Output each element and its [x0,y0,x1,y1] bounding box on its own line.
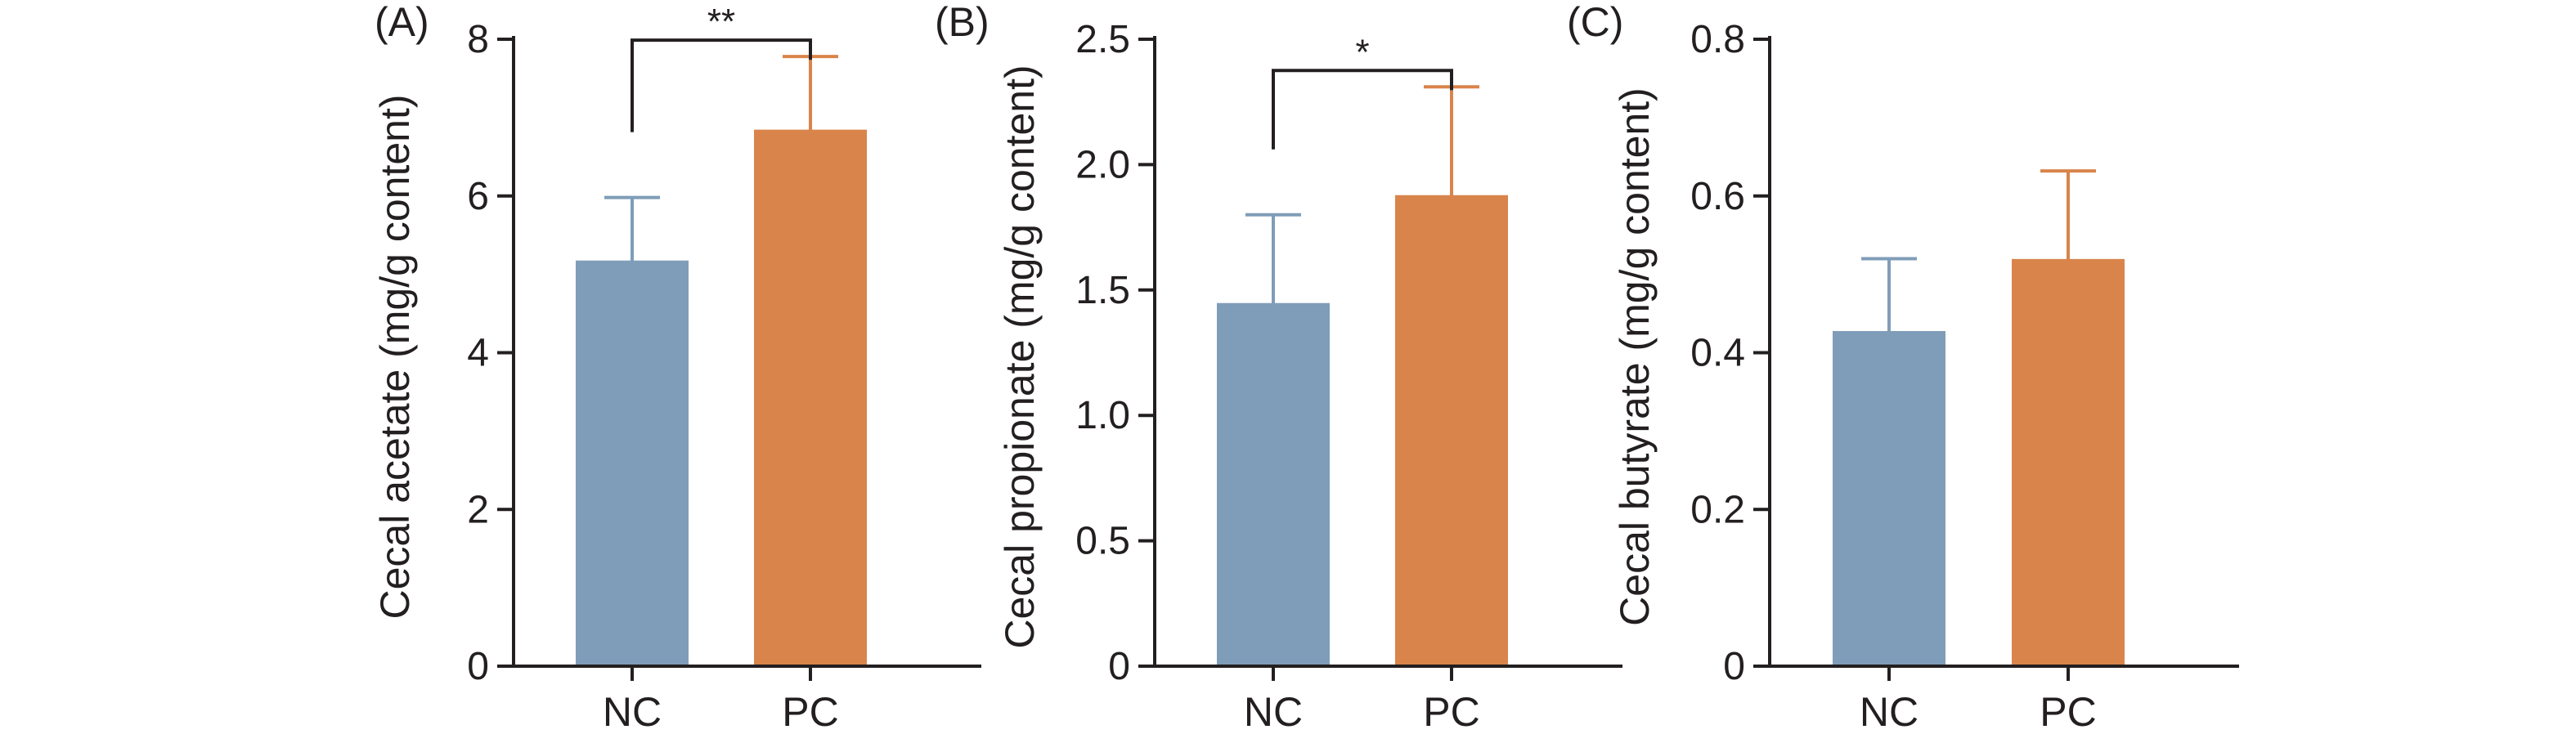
chart-panel-3: (C) Cecal butyrate (mg/g content) 0 0.2 0.4 0… [1567,0,2239,735]
y-tick-label: 0 [467,645,489,688]
significance-bracket [631,38,812,132]
panel-label: (B) [935,0,990,45]
chart-panel-1: (A) Cecal acetate (mg/g content) 0 2 4 6 8 NC PC… [372,0,981,735]
y-tick-label: 0.6 [1690,175,1745,218]
y-tick-label: 0.4 [1690,332,1745,375]
x-tick-label: NC [1860,689,1919,735]
y-axis-title: Cecal acetate (mg/g content) [372,95,418,620]
y-tick-label: 2.5 [1075,18,1130,61]
panel-label: (A) [375,0,429,45]
y-tick-label: 0 [1108,645,1130,688]
y-tick-label: 2 [467,488,489,531]
y-tick-label: 4 [467,332,489,375]
x-tick-label: NC [603,689,662,735]
significance-label: * [1355,32,1369,72]
y-tick-label: 2.0 [1075,143,1130,186]
y-tick-label: 1.0 [1075,394,1130,437]
chart-panel-2: (B)Cecal propionate (mg/g content) 0 0.5 1.… [935,0,1622,735]
y-tick-label: 0.5 [1075,520,1130,563]
bar-pc [1395,197,1508,666]
x-tick-label: PC [2040,689,2096,735]
bar-nc [1217,305,1330,666]
x-tick-label: NC [1244,689,1303,735]
y-axis-title: Cecal butyrate (mg/g content) [1612,87,1658,626]
significance-label: ** [707,2,735,42]
panel-label: (C) [1567,0,1623,45]
y-tick-label: 0.8 [1690,18,1745,61]
y-tick-label: 1.5 [1075,269,1130,312]
y-axis-title: Cecal propionate (mg/g content) [997,65,1043,648]
bar-nc [1833,333,1945,666]
y-tick-label: 8 [467,18,489,61]
significance-bracket [1272,69,1453,150]
x-tick-label: PC [1423,689,1479,735]
bar-pc [2012,261,2125,666]
y-tick-label: 6 [467,175,489,218]
bar-pc [754,132,867,666]
x-tick-label: PC [782,689,838,735]
y-tick-label: 0 [1723,645,1745,688]
bar-nc [576,262,689,666]
y-tick-label: 0.2 [1690,488,1745,531]
